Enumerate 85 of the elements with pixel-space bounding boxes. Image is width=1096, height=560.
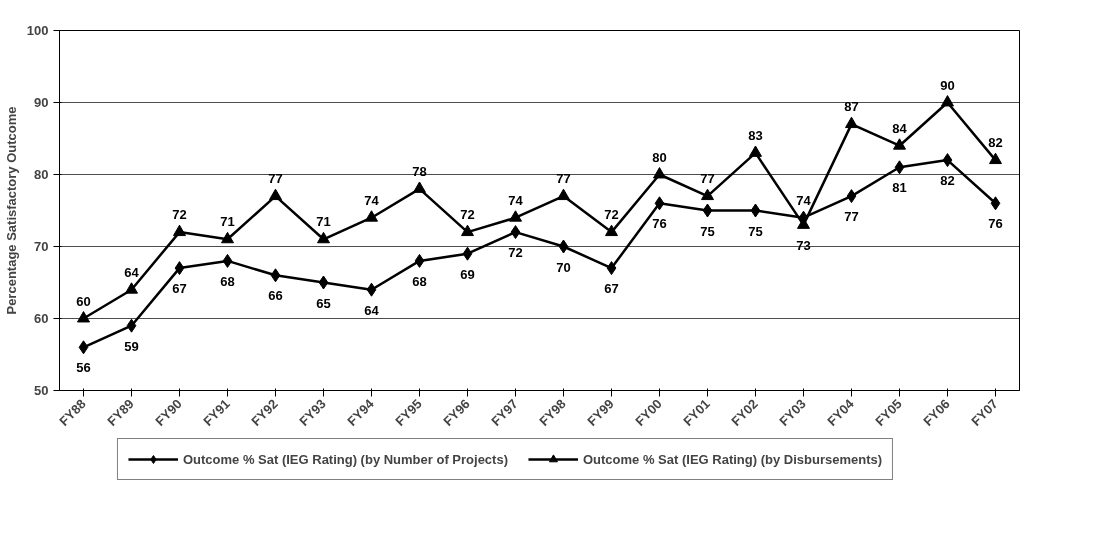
data-label: 77	[268, 171, 283, 187]
data-label: 82	[940, 173, 955, 189]
data-label: 72	[604, 207, 619, 223]
data-label: 76	[652, 216, 667, 232]
y-tick-label: 80	[34, 167, 49, 182]
point	[894, 160, 905, 175]
point	[222, 253, 233, 268]
point	[701, 188, 714, 201]
point	[462, 246, 473, 261]
point	[605, 224, 618, 237]
data-label: 67	[604, 281, 619, 297]
point	[317, 231, 330, 244]
data-label: 67	[172, 281, 187, 297]
point	[78, 340, 89, 355]
point	[942, 153, 953, 168]
point	[174, 261, 185, 276]
data-label: 60	[76, 293, 91, 309]
point	[461, 224, 474, 237]
data-label: 84	[892, 120, 908, 136]
point	[365, 210, 378, 222]
data-label: 69	[460, 266, 475, 282]
point	[654, 196, 665, 211]
data-label: 71	[316, 214, 331, 230]
data-label: 74	[364, 192, 380, 208]
data-label: 74	[508, 192, 524, 208]
data-label: 83	[748, 127, 763, 143]
point	[221, 231, 234, 244]
point	[558, 239, 569, 254]
y-tick-label: 70	[34, 239, 49, 254]
data-label: 82	[988, 135, 1003, 151]
point	[606, 261, 617, 276]
data-label: 56	[76, 360, 91, 376]
data-label: 72	[460, 207, 475, 223]
point	[845, 116, 858, 129]
data-label: 64	[364, 302, 380, 318]
y-tick-label: 50	[34, 383, 49, 398]
point	[126, 318, 137, 333]
data-label: 76	[988, 216, 1003, 232]
y-tick-label: 90	[34, 95, 49, 110]
point	[269, 188, 282, 201]
y-axis-title: Percentage Satisfactory Outcome	[3, 106, 19, 315]
point	[893, 138, 906, 150]
data-label: 77	[700, 171, 715, 187]
point	[366, 282, 377, 297]
data-label: 75	[700, 223, 715, 239]
point	[270, 268, 281, 283]
data-label: 72	[508, 245, 523, 261]
data-label: 77	[844, 209, 859, 225]
data-label: 77	[556, 171, 571, 187]
point	[702, 203, 713, 218]
point	[414, 253, 425, 268]
point	[941, 95, 954, 107]
data-label: 81	[892, 180, 907, 196]
data-label: 87	[844, 99, 859, 115]
point	[653, 167, 666, 179]
data-label: 64	[124, 264, 140, 280]
y-tick-label: 60	[34, 311, 49, 326]
data-label: 71	[220, 214, 235, 230]
legend-label: Outcome % Sat (IEG Rating) (by Disbursements)	[582, 451, 883, 467]
data-label: 68	[412, 273, 427, 289]
point	[173, 224, 186, 237]
data-label: 72	[172, 207, 187, 223]
point	[510, 225, 521, 240]
data-label: 70	[556, 259, 571, 275]
y-tick-label: 100	[26, 23, 49, 38]
point	[989, 152, 1002, 165]
point	[846, 189, 857, 204]
data-label: 66	[268, 288, 283, 304]
point	[413, 181, 426, 193]
point	[318, 275, 329, 290]
point	[125, 282, 138, 294]
point	[749, 145, 762, 157]
point	[557, 188, 570, 201]
point	[990, 196, 1001, 211]
data-label: 59	[124, 338, 139, 354]
legend-label: Outcome % Sat (IEG Rating) (by Number of Projects)	[182, 451, 508, 467]
data-label: 68	[220, 273, 235, 289]
point	[509, 210, 522, 222]
data-label: 74	[796, 192, 812, 208]
data-label: 65	[316, 295, 331, 311]
data-label: 90	[940, 77, 955, 93]
point	[750, 203, 761, 218]
data-label: 80	[652, 149, 667, 165]
data-label: 75	[748, 223, 763, 239]
point	[77, 311, 90, 323]
